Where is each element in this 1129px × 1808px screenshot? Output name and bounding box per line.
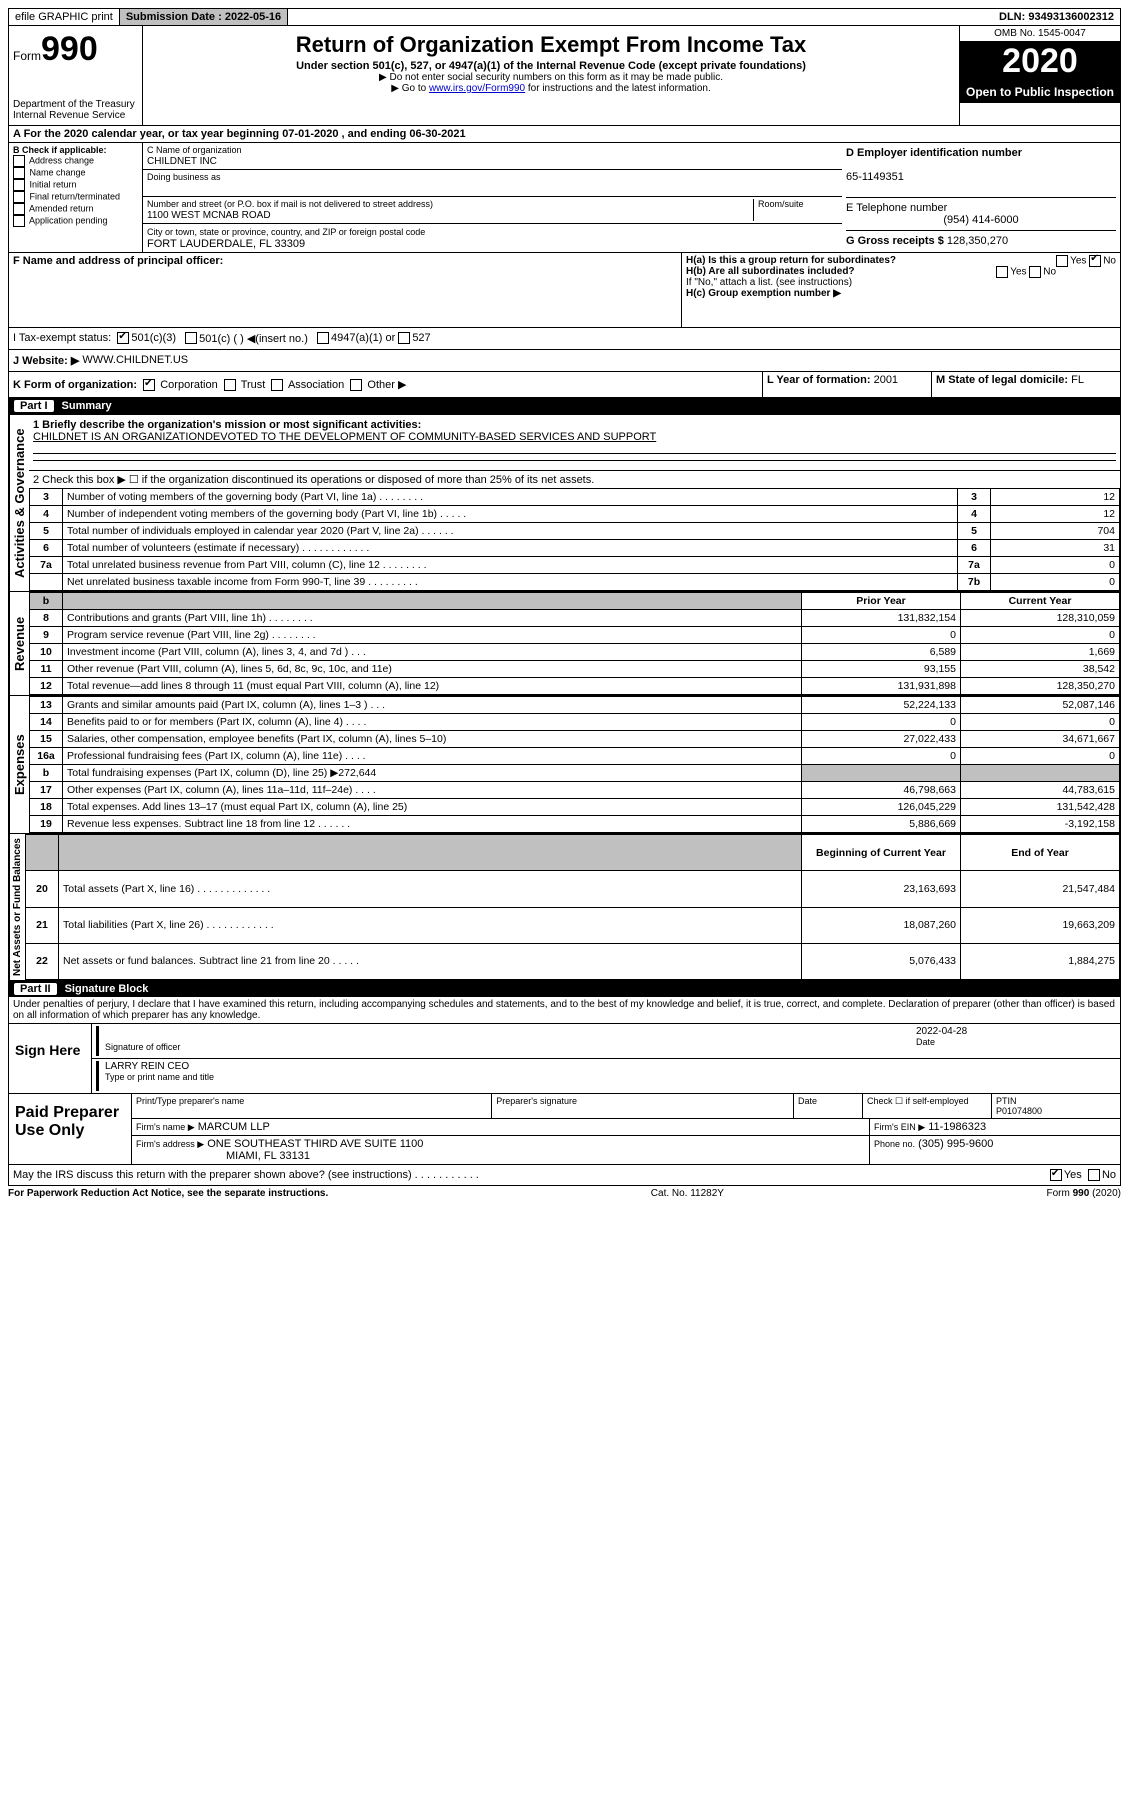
sign-date: 2022-04-28	[916, 1026, 967, 1037]
efile-label: efile GRAPHIC print	[9, 9, 120, 25]
gross-receipts: 128,350,270	[947, 235, 1008, 247]
501c3-checkbox[interactable]	[117, 332, 129, 344]
netassets-table: Beginning of Current YearEnd of Year20To…	[25, 834, 1120, 980]
submission-date-button[interactable]: Submission Date : 2022-05-16	[120, 9, 288, 25]
omb-number: OMB No. 1545-0047	[960, 26, 1120, 42]
applicable-checkbox[interactable]: Address change	[13, 155, 138, 167]
block-deg: D Employer identification number65-11493…	[842, 143, 1120, 252]
expenses-block: Expenses 13Grants and similar amounts pa…	[8, 696, 1121, 834]
form-title: Return of Organization Exempt From Incom…	[147, 32, 955, 58]
ptin: P01074800	[996, 1106, 1042, 1116]
preparer-label: Paid Preparer Use Only	[9, 1094, 132, 1164]
part2-bar: Part IISignature Block	[8, 981, 1121, 997]
form-subtitle: Under section 501(c), 527, or 4947(a)(1)…	[147, 60, 955, 72]
form-number: Form990	[13, 30, 138, 69]
website: WWW.CHILDNET.US	[82, 354, 188, 367]
gov-vlabel: Activities & Governance	[9, 415, 29, 591]
tax-year: 2020	[960, 42, 1120, 81]
applicable-checkbox[interactable]: Amended return	[13, 203, 138, 215]
discuss-yes-checkbox[interactable]	[1050, 1169, 1062, 1181]
note-link: ▶ Go to www.irs.gov/Form990 for instruct…	[147, 83, 955, 94]
officer-name: LARRY REIN CEO	[105, 1061, 189, 1072]
tax-exempt-row: I Tax-exempt status: 501(c)(3) 501(c) ( …	[8, 328, 1121, 350]
dept-label: Department of the Treasury Internal Reve…	[13, 99, 138, 121]
block-c: C Name of organizationCHILDNET INC Doing…	[143, 143, 842, 252]
city: FORT LAUDERDALE, FL 33309	[147, 238, 305, 250]
rev-vlabel: Revenue	[9, 592, 29, 695]
exp-vlabel: Expenses	[9, 696, 29, 833]
note-ssn: ▶ Do not enter social security numbers o…	[147, 72, 955, 83]
governance-block: Activities & Governance 1 Briefly descri…	[8, 414, 1121, 592]
preparer-section: Paid Preparer Use Only Print/Type prepar…	[8, 1094, 1121, 1165]
netassets-block: Net Assets or Fund Balances Beginning of…	[8, 834, 1121, 981]
sign-here-section: Sign Here Signature of officer 2022-04-2…	[8, 1024, 1121, 1094]
sign-here-label: Sign Here	[9, 1024, 92, 1093]
irs-link[interactable]: www.irs.gov/Form990	[429, 83, 525, 94]
revenue-table: bPrior YearCurrent Year8Contributions an…	[29, 592, 1120, 695]
f-h-row: F Name and address of principal officer:…	[8, 253, 1121, 328]
form-header: Form990 Department of the Treasury Inter…	[8, 26, 1121, 126]
org-name: CHILDNET INC	[147, 156, 217, 167]
discuss-no-checkbox[interactable]	[1088, 1169, 1100, 1181]
identity-row: B Check if applicable: Address change Na…	[8, 143, 1121, 253]
expenses-table: 13Grants and similar amounts paid (Part …	[29, 696, 1120, 833]
mission: CHILDNET IS AN ORGANIZATIONDEVOTED TO TH…	[33, 431, 656, 443]
page-footer: For Paperwork Reduction Act Notice, see …	[8, 1186, 1121, 1199]
firm-ein: 11-1986323	[928, 1121, 986, 1133]
net-vlabel: Net Assets or Fund Balances	[9, 834, 25, 980]
phone: (954) 414-6000	[846, 214, 1116, 226]
dln-label: DLN: 93493136002312	[993, 9, 1120, 25]
inspection-label: Open to Public Inspection	[960, 81, 1120, 103]
applicable-checkbox[interactable]: Initial return	[13, 179, 138, 191]
revenue-block: Revenue bPrior YearCurrent Year8Contribu…	[8, 592, 1121, 696]
applicable-checkbox[interactable]: Name change	[13, 167, 138, 179]
penalty-text: Under penalties of perjury, I declare th…	[8, 997, 1121, 1024]
top-bar: efile GRAPHIC print Submission Date : 20…	[8, 8, 1121, 26]
firm-name: MARCUM LLP	[198, 1121, 270, 1133]
tax-period: A For the 2020 calendar year, or tax yea…	[8, 126, 1121, 143]
ein: 65-1149351	[846, 171, 904, 183]
street: 1100 WEST MCNAB ROAD	[147, 210, 271, 221]
part1-bar: Part ISummary	[8, 398, 1121, 414]
discuss-row: May the IRS discuss this return with the…	[8, 1165, 1121, 1186]
applicable-checkbox[interactable]: Final return/terminated	[13, 191, 138, 203]
block-b: B Check if applicable: Address change Na…	[9, 143, 143, 252]
klm-row: K Form of organization: Corporation Trus…	[8, 372, 1121, 398]
website-row: J Website: ▶ WWW.CHILDNET.US	[8, 350, 1121, 372]
block-f-label: F Name and address of principal officer:	[13, 255, 223, 267]
applicable-checkbox[interactable]: Application pending	[13, 215, 138, 227]
firm-phone: (305) 995-9600	[918, 1138, 993, 1150]
governance-table: 3Number of voting members of the governi…	[29, 488, 1120, 591]
firm-address: ONE SOUTHEAST THIRD AVE SUITE 1100	[207, 1138, 423, 1150]
